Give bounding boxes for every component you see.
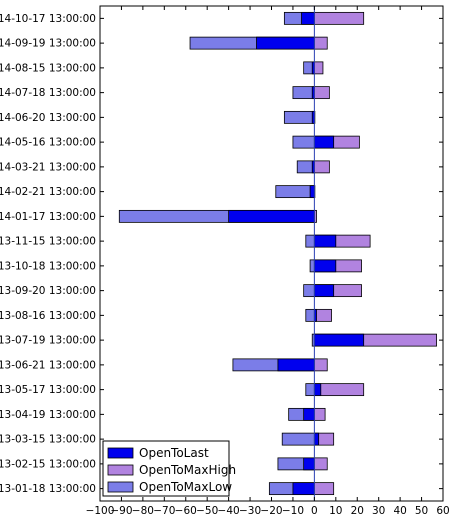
bar-opentomaxlow-7 bbox=[305, 308, 315, 322]
bar-opentolast-3 bbox=[303, 407, 315, 421]
bar-opentomaxhigh-4 bbox=[313, 383, 365, 397]
bar-opentolast-0 bbox=[292, 482, 315, 496]
x-tick-label: 0 bbox=[311, 505, 318, 517]
bar-opentolast-14 bbox=[313, 135, 335, 149]
legend: OpenToLast OpenToMaxHigh OpenToMaxLow bbox=[102, 440, 236, 497]
x-tick-label: −10 bbox=[282, 505, 304, 517]
legend-swatch-opentomaxlow bbox=[107, 481, 134, 493]
bar-opentolast-8 bbox=[313, 284, 335, 298]
bar-opentomaxlow-13 bbox=[296, 160, 315, 174]
x-tick-label: −80 bbox=[132, 505, 154, 517]
bar-opentomaxlow-9 bbox=[309, 259, 315, 273]
x-tick-label: 20 bbox=[351, 505, 364, 517]
legend-swatch-opentomaxhigh bbox=[107, 464, 134, 476]
x-tick-label: 60 bbox=[436, 505, 449, 517]
y-tick-label: 2014-08-15 13:00:00 bbox=[0, 62, 96, 74]
bar-opentomaxhigh-1 bbox=[313, 457, 328, 471]
y-tick-label: 2014-07-18 13:00:00 bbox=[0, 87, 96, 99]
bar-opentolast-6 bbox=[313, 333, 365, 347]
bar-opentolast-5 bbox=[277, 358, 315, 372]
y-tick-label: 2014-01-17 13:00:00 bbox=[0, 211, 96, 223]
bar-opentomaxhigh-7 bbox=[313, 308, 332, 322]
bar-opentolast-1 bbox=[303, 457, 315, 471]
bar-opentomaxlow-4 bbox=[305, 383, 315, 397]
x-tick-label: 40 bbox=[393, 505, 406, 517]
bar-opentomaxhigh-17 bbox=[313, 61, 324, 75]
x-tick-label: 50 bbox=[415, 505, 428, 517]
legend-label-opentomaxlow: OpenToMaxLow bbox=[139, 480, 232, 494]
y-tick-label: 2014-10-17 13:00:00 bbox=[0, 13, 96, 25]
bar-opentolast-18 bbox=[256, 36, 315, 50]
y-tick-label: 2014-02-21 13:00:00 bbox=[0, 186, 96, 198]
x-tick-label: −100 bbox=[86, 505, 115, 517]
bar-opentolast-10 bbox=[313, 234, 337, 248]
bar-opentomaxlow-14 bbox=[292, 135, 315, 149]
legend-label-opentolast: OpenToLast bbox=[139, 446, 209, 460]
bar-opentomaxlow-8 bbox=[303, 284, 315, 298]
x-tick-label: −30 bbox=[239, 505, 261, 517]
bar-opentolast-19 bbox=[301, 11, 315, 25]
x-tick-label: −50 bbox=[196, 505, 218, 517]
y-tick-label: 2014-05-16 13:00:00 bbox=[0, 137, 96, 149]
bar-layer bbox=[118, 11, 437, 496]
x-tick-label: −40 bbox=[218, 505, 240, 517]
y-tick-label: 2014-06-20 13:00:00 bbox=[0, 112, 96, 124]
y-tick-label: 2014-09-19 13:00:00 bbox=[0, 38, 96, 50]
bar-opentomaxlow-12 bbox=[275, 185, 315, 199]
y-tick-label: 2014-03-21 13:00:00 bbox=[0, 161, 96, 173]
x-tick-label: −20 bbox=[260, 505, 282, 517]
bar-opentomaxhigh-3 bbox=[313, 407, 326, 421]
x-tick-label: 10 bbox=[329, 505, 342, 517]
bar-opentomaxlow-10 bbox=[305, 234, 315, 248]
bar-opentomaxhigh-18 bbox=[313, 36, 328, 50]
bar-opentomaxhigh-0 bbox=[313, 482, 335, 496]
bar-opentomaxlow-16 bbox=[292, 86, 315, 100]
legend-swatch-opentolast bbox=[107, 447, 134, 459]
plot-frame bbox=[99, 5, 444, 502]
bar-opentomaxhigh-5 bbox=[313, 358, 328, 372]
bar-opentolast-9 bbox=[313, 259, 337, 273]
bar-opentolast-4 bbox=[313, 383, 322, 397]
legend-label-opentomaxhigh: OpenToMaxHigh bbox=[139, 463, 236, 477]
x-tick-label: −60 bbox=[175, 505, 197, 517]
bar-opentomaxlow-15 bbox=[283, 110, 315, 124]
x-axis: −100−90 −80 −70 −60 −50 −40 −30 −20 −10 0 10 20 30 40… bbox=[86, 6, 450, 517]
x-tick-label: 30 bbox=[372, 505, 385, 517]
x-tick-label: −90 bbox=[110, 505, 132, 517]
x-tick-label: −70 bbox=[153, 505, 175, 517]
bar-opentomaxhigh-13 bbox=[313, 160, 330, 174]
bar-opentomaxhigh-16 bbox=[313, 86, 330, 100]
bar-opentomaxhigh-19 bbox=[313, 11, 365, 25]
bar-opentolast-2 bbox=[313, 432, 320, 446]
bar-opentomaxlow-2 bbox=[281, 432, 315, 446]
bar-opentolast-11 bbox=[228, 209, 315, 223]
bar-opentolast-12 bbox=[309, 185, 315, 199]
